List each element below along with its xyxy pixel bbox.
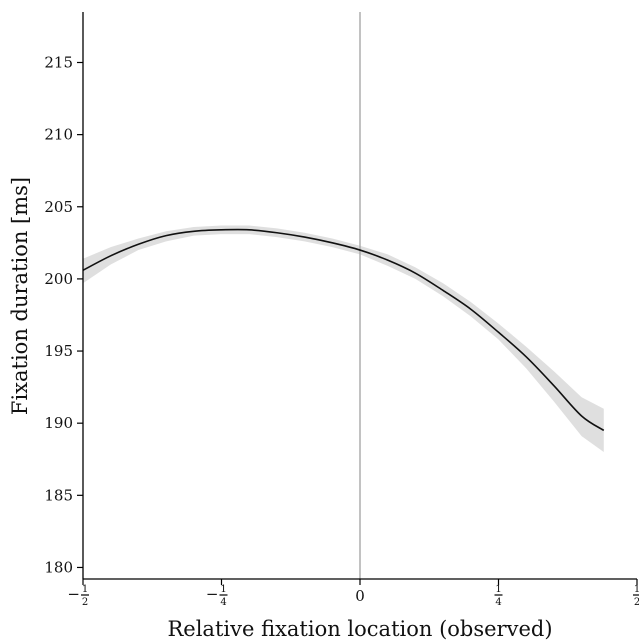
x-tick-label: −1 2	[67, 584, 89, 608]
x-tick-label: −1 4	[206, 584, 228, 608]
x-tick-label: 12	[633, 584, 639, 608]
x-tick-label: 0	[355, 587, 365, 605]
x-tick-label: 14	[494, 584, 503, 608]
y-axis-ticks: 180 185 190 195 200 205 210 215	[44, 53, 83, 576]
y-tick-label: 195	[44, 342, 73, 360]
y-tick-label: 190	[44, 414, 73, 432]
y-tick-label: 215	[44, 53, 73, 71]
y-axis-title: Fixation duration [ms]	[8, 177, 32, 415]
y-tick-label: 205	[44, 198, 73, 216]
y-tick-label: 185	[44, 486, 73, 504]
y-tick-label: 180	[44, 558, 73, 576]
x-axis-title: Relative fixation location (observed)	[167, 617, 552, 641]
x-tick-denominator: 2	[634, 597, 639, 608]
x-tick-denominator: 4	[220, 597, 226, 608]
confidence-band	[83, 225, 604, 453]
x-tick-numerator: 1	[634, 584, 639, 595]
x-tick-numerator: 1	[220, 584, 226, 595]
y-tick-label: 210	[44, 126, 73, 144]
y-tick-label: 200	[44, 270, 73, 288]
fitted-curve	[82, 228, 605, 432]
x-tick-numerator: 1	[495, 584, 501, 595]
x-tick-denominator: 4	[495, 597, 501, 608]
x-tick-sign: −	[206, 585, 219, 603]
x-tick-numerator: 1	[82, 584, 88, 595]
x-tick-sign: −	[67, 585, 80, 603]
x-tick-denominator: 2	[82, 597, 88, 608]
